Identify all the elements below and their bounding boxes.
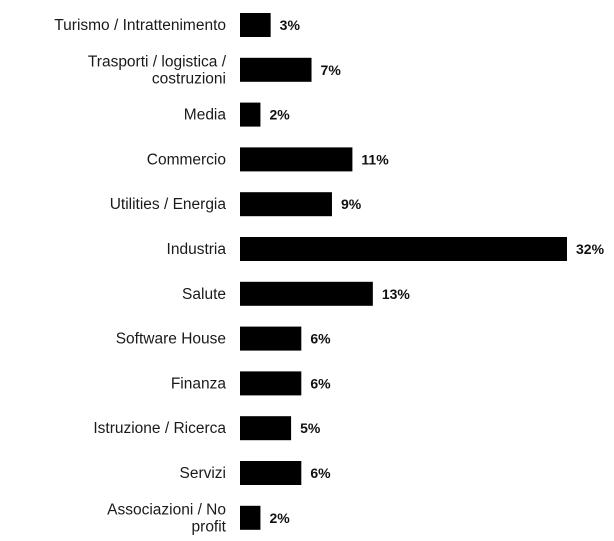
value-label-9: 5% [300,420,321,436]
category-label-0: Turismo / Intrattenimento [54,17,226,34]
category-label-1-line-1: costruzioni [152,70,226,87]
value-label-7: 6% [310,331,331,347]
bar-5 [240,237,567,261]
category-label-2-line-0: Media [184,107,227,124]
category-label-5-line-0: Industria [167,241,227,258]
bar-0 [240,13,271,37]
value-label-6: 13% [382,286,411,302]
value-label-4: 9% [341,196,362,212]
bar-7 [240,326,302,351]
category-label-6: Salute [182,286,226,303]
bar-8 [240,371,302,396]
category-label-2: Media [184,107,227,124]
category-label-1-line-0: Trasporti / logistica / [88,53,227,70]
bar-11 [240,505,261,530]
category-label-11-line-1: profit [192,518,227,535]
value-label-5: 32% [576,241,605,257]
bar-1 [240,57,312,82]
category-label-8: Finanza [171,375,227,392]
category-label-9-line-0: Istruzione / Ricerca [93,420,226,437]
category-label-0-line-0: Turismo / Intrattenimento [54,17,226,34]
category-label-5: Industria [167,241,227,258]
value-label-2: 2% [269,107,290,123]
category-label-6-line-0: Salute [182,286,226,303]
value-label-1: 7% [321,62,342,78]
bar-4 [240,192,332,217]
category-label-7: Software House [116,331,226,348]
category-label-11-line-0: Associazioni / No [107,501,226,518]
bar-2 [240,102,261,127]
category-label-11: Associazioni / No profit [107,501,227,535]
category-label-10: Servizi [179,465,226,482]
category-label-8-line-0: Finanza [171,375,227,392]
value-label-8: 6% [310,375,331,391]
bar-10 [240,461,302,485]
category-label-9: Istruzione / Ricerca [93,420,226,437]
category-label-1: Trasporti / logistica / costruzioni [88,53,227,87]
value-label-0: 3% [280,17,301,33]
value-label-11: 2% [269,510,290,526]
category-label-10-line-0: Servizi [179,465,226,482]
bar-6 [240,281,373,306]
category-label-4-line-0: Utilities / Energia [110,196,227,213]
bar-9 [240,416,292,441]
category-label-3: Commercio [147,151,226,168]
category-label-7-line-0: Software House [116,331,226,348]
value-label-3: 11% [361,151,389,167]
category-label-3-line-0: Commercio [147,151,226,168]
value-label-10: 6% [310,465,331,481]
bar-3 [240,147,353,172]
category-label-4: Utilities / Energia [110,196,227,213]
